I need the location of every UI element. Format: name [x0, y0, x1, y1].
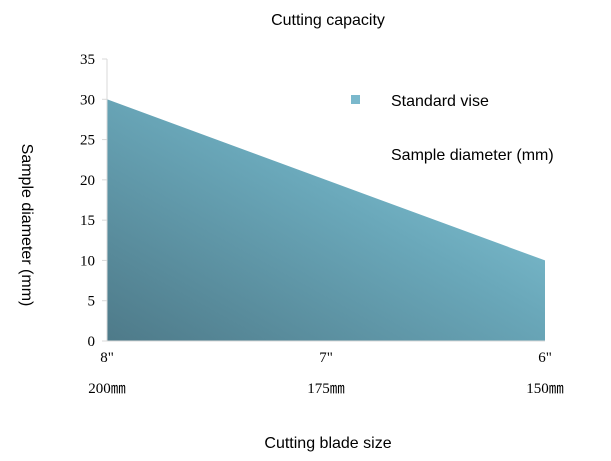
y-ticks: 0 5 10 15 20 25 30 35 — [80, 52, 107, 350]
y-tick-label: 20 — [80, 173, 95, 189]
chart-title: Cutting capacity — [271, 12, 385, 29]
y-axis-label: Sample diameter (mm) — [18, 144, 35, 307]
y-tick-label: 15 — [80, 213, 95, 229]
y-tick-label: 0 — [88, 334, 96, 350]
legend: Standard vise Sample diameter (mm) — [351, 93, 554, 164]
legend-entry-standard-vise: Standard vise — [391, 93, 489, 110]
x-tick-label: 8" — [100, 350, 114, 366]
x-tick-sublabel: 150㎜ — [526, 381, 564, 397]
axes — [106, 59, 545, 342]
y-tick-label: 35 — [80, 52, 95, 68]
x-tick-sublabel: 175㎜ — [307, 381, 345, 397]
area-series-0 — [107, 99, 545, 342]
y-tick-label: 10 — [80, 253, 95, 269]
x-axis-label: Cutting blade size — [264, 435, 391, 452]
x-tick-label: 7" — [319, 350, 333, 366]
plot-area — [107, 99, 545, 342]
legend-marker-standard-vise — [351, 95, 360, 104]
x-tick-sublabel: 200㎜ — [88, 381, 126, 397]
x-tick-label: 6" — [538, 350, 552, 366]
legend-entry-sample-diameter: Sample diameter (mm) — [391, 147, 554, 164]
y-tick-label: 5 — [88, 294, 96, 310]
y-tick-label: 30 — [80, 92, 95, 108]
y-tick-label: 25 — [80, 133, 95, 149]
x-ticks: 8" 200㎜ 7" 175㎜ 6" 150㎜ — [88, 350, 564, 397]
